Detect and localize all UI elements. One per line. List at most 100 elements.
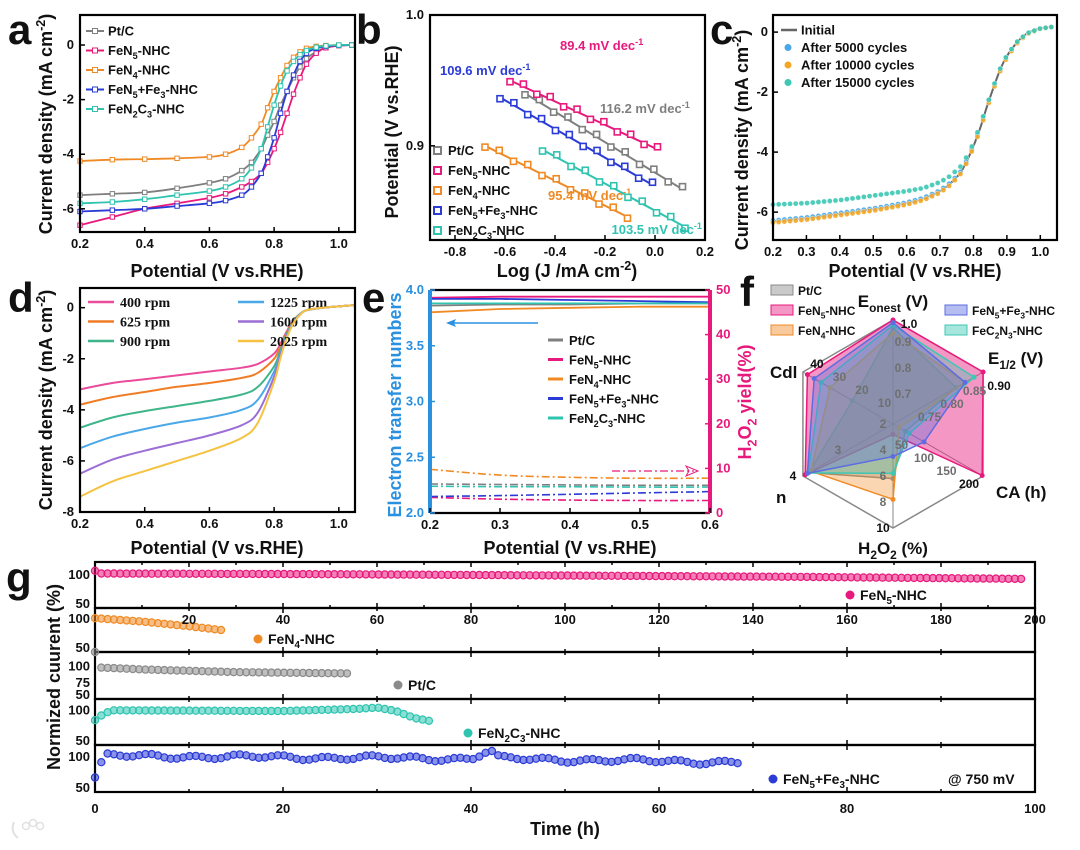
data-point: [549, 108, 558, 117]
data-point: [264, 105, 271, 111]
radar-spoke: [892, 371, 984, 425]
data-point: [969, 143, 975, 150]
data-point: [849, 195, 856, 202]
x-tick-label: 0.2: [696, 244, 714, 259]
y-axis-label: Current density (mA cm-2): [730, 30, 752, 251]
plot-frame: [78, 286, 357, 514]
data-point: [142, 196, 148, 202]
data-point: [653, 142, 662, 151]
plot-frame: [78, 13, 357, 234]
radar-point: [979, 472, 985, 478]
x-tick-label: 0.4: [561, 517, 580, 532]
radar-tick-label: 10: [876, 521, 890, 535]
data-point: [634, 174, 643, 183]
legend-marker: [92, 106, 98, 112]
y-tick-label: -2: [62, 92, 74, 107]
data-point: [997, 65, 1004, 72]
radar-point: [849, 398, 855, 404]
data-point: [290, 91, 297, 97]
data-point: [600, 117, 608, 126]
y-axis-label: Electron transfer numbers: [385, 292, 405, 517]
data-point: [652, 208, 661, 217]
legend-label: FeN4-NHC: [798, 324, 856, 341]
data-point: [109, 199, 116, 205]
y-tick-label: 1.0: [406, 7, 424, 22]
radar-axis-label: Cdl: [770, 363, 797, 382]
h2o2-yield-line: [429, 490, 711, 498]
data-point: [109, 207, 116, 213]
data-point: [564, 113, 572, 121]
data-point: [481, 143, 489, 151]
data-point: [581, 166, 590, 175]
radar-point: [811, 376, 817, 381]
data-point: [940, 187, 947, 193]
x-tick-label: 1.0: [330, 236, 348, 251]
data-point: [595, 200, 603, 208]
series-fen5-nhc: [506, 77, 662, 151]
panel-letter-g: g: [6, 554, 32, 601]
data-point: [142, 156, 148, 162]
data-point: [109, 191, 116, 197]
radar-tick-label: 3: [835, 443, 842, 457]
x-tick-label: -0.6: [494, 244, 516, 259]
panel-letter-f: f: [740, 268, 755, 315]
data-point: [533, 90, 541, 99]
data-point: [277, 110, 284, 116]
x-tick-label: 0.9: [998, 244, 1016, 259]
data-point: [1020, 33, 1026, 40]
legend-label: FeN4-NHC: [448, 183, 511, 201]
radar-tick-label: 2: [880, 417, 887, 431]
data-point: [792, 217, 799, 224]
legend-marker: [784, 44, 792, 51]
y2-tick-label: 40: [716, 327, 730, 342]
data-point: [1014, 38, 1021, 45]
data-point: [258, 121, 264, 127]
watermark-mark: [21, 821, 31, 831]
data-point: [929, 182, 935, 188]
x-tick-label: 60: [652, 801, 666, 816]
x-tick-label: 20: [276, 801, 290, 816]
radar-tick-label: 0.8: [895, 361, 912, 375]
series-after-15000-cycles: [770, 24, 1055, 208]
x-tick-label: 0.2: [764, 244, 782, 259]
top-x-tick-label: 180: [930, 612, 952, 627]
y-tick-label: -4: [756, 144, 768, 159]
y-tick-label: -6: [756, 204, 768, 219]
tafel-slope-annotation: 103.5 mV dec-1: [612, 221, 703, 237]
legend-label: FeN4-NHC: [108, 63, 171, 81]
panel-letter-b: b: [356, 6, 382, 53]
data-point: [781, 218, 788, 225]
data-point: [222, 197, 229, 204]
data-point: [678, 182, 687, 191]
data-point: [277, 83, 284, 89]
x-tick-label: 0.2: [421, 517, 439, 532]
y-tick-label: -4: [62, 402, 74, 417]
data-point: [917, 198, 924, 204]
radar-axis-label: n: [776, 488, 786, 507]
data-point: [827, 213, 833, 220]
legend-label: 625 rpm: [120, 316, 171, 331]
panel-letter-c: c: [710, 6, 733, 53]
panel-letter-a: a: [8, 6, 32, 53]
data-point: [1042, 24, 1049, 31]
data-point: [239, 167, 245, 174]
data-point: [838, 197, 844, 203]
data-point: [787, 201, 793, 207]
series-fen2c3-nhc: [538, 147, 689, 233]
radar-tick-label: 6: [880, 469, 887, 483]
data-point: [866, 208, 873, 214]
legend-label: FeN2C3-NHC: [108, 102, 185, 120]
tafel-slope-annotation: 116.2 mV dec-1: [600, 100, 690, 116]
legend-label: After 5000 cycles: [801, 40, 907, 55]
data-point: [349, 42, 355, 48]
data-point: [855, 194, 862, 201]
data-point: [579, 142, 587, 151]
x-tick-label: 80: [840, 801, 854, 816]
stability-fen5-fe3-nhc: 100 50 FeN5+Fe3-NHC: [68, 743, 1037, 795]
top-x-tick-label: 80: [464, 612, 478, 627]
x-tick-label: 40: [464, 801, 478, 816]
legend-label: 1225 rpm: [270, 296, 328, 311]
data-point: [546, 92, 555, 101]
data-point: [804, 200, 810, 206]
data-point: [1037, 25, 1043, 32]
